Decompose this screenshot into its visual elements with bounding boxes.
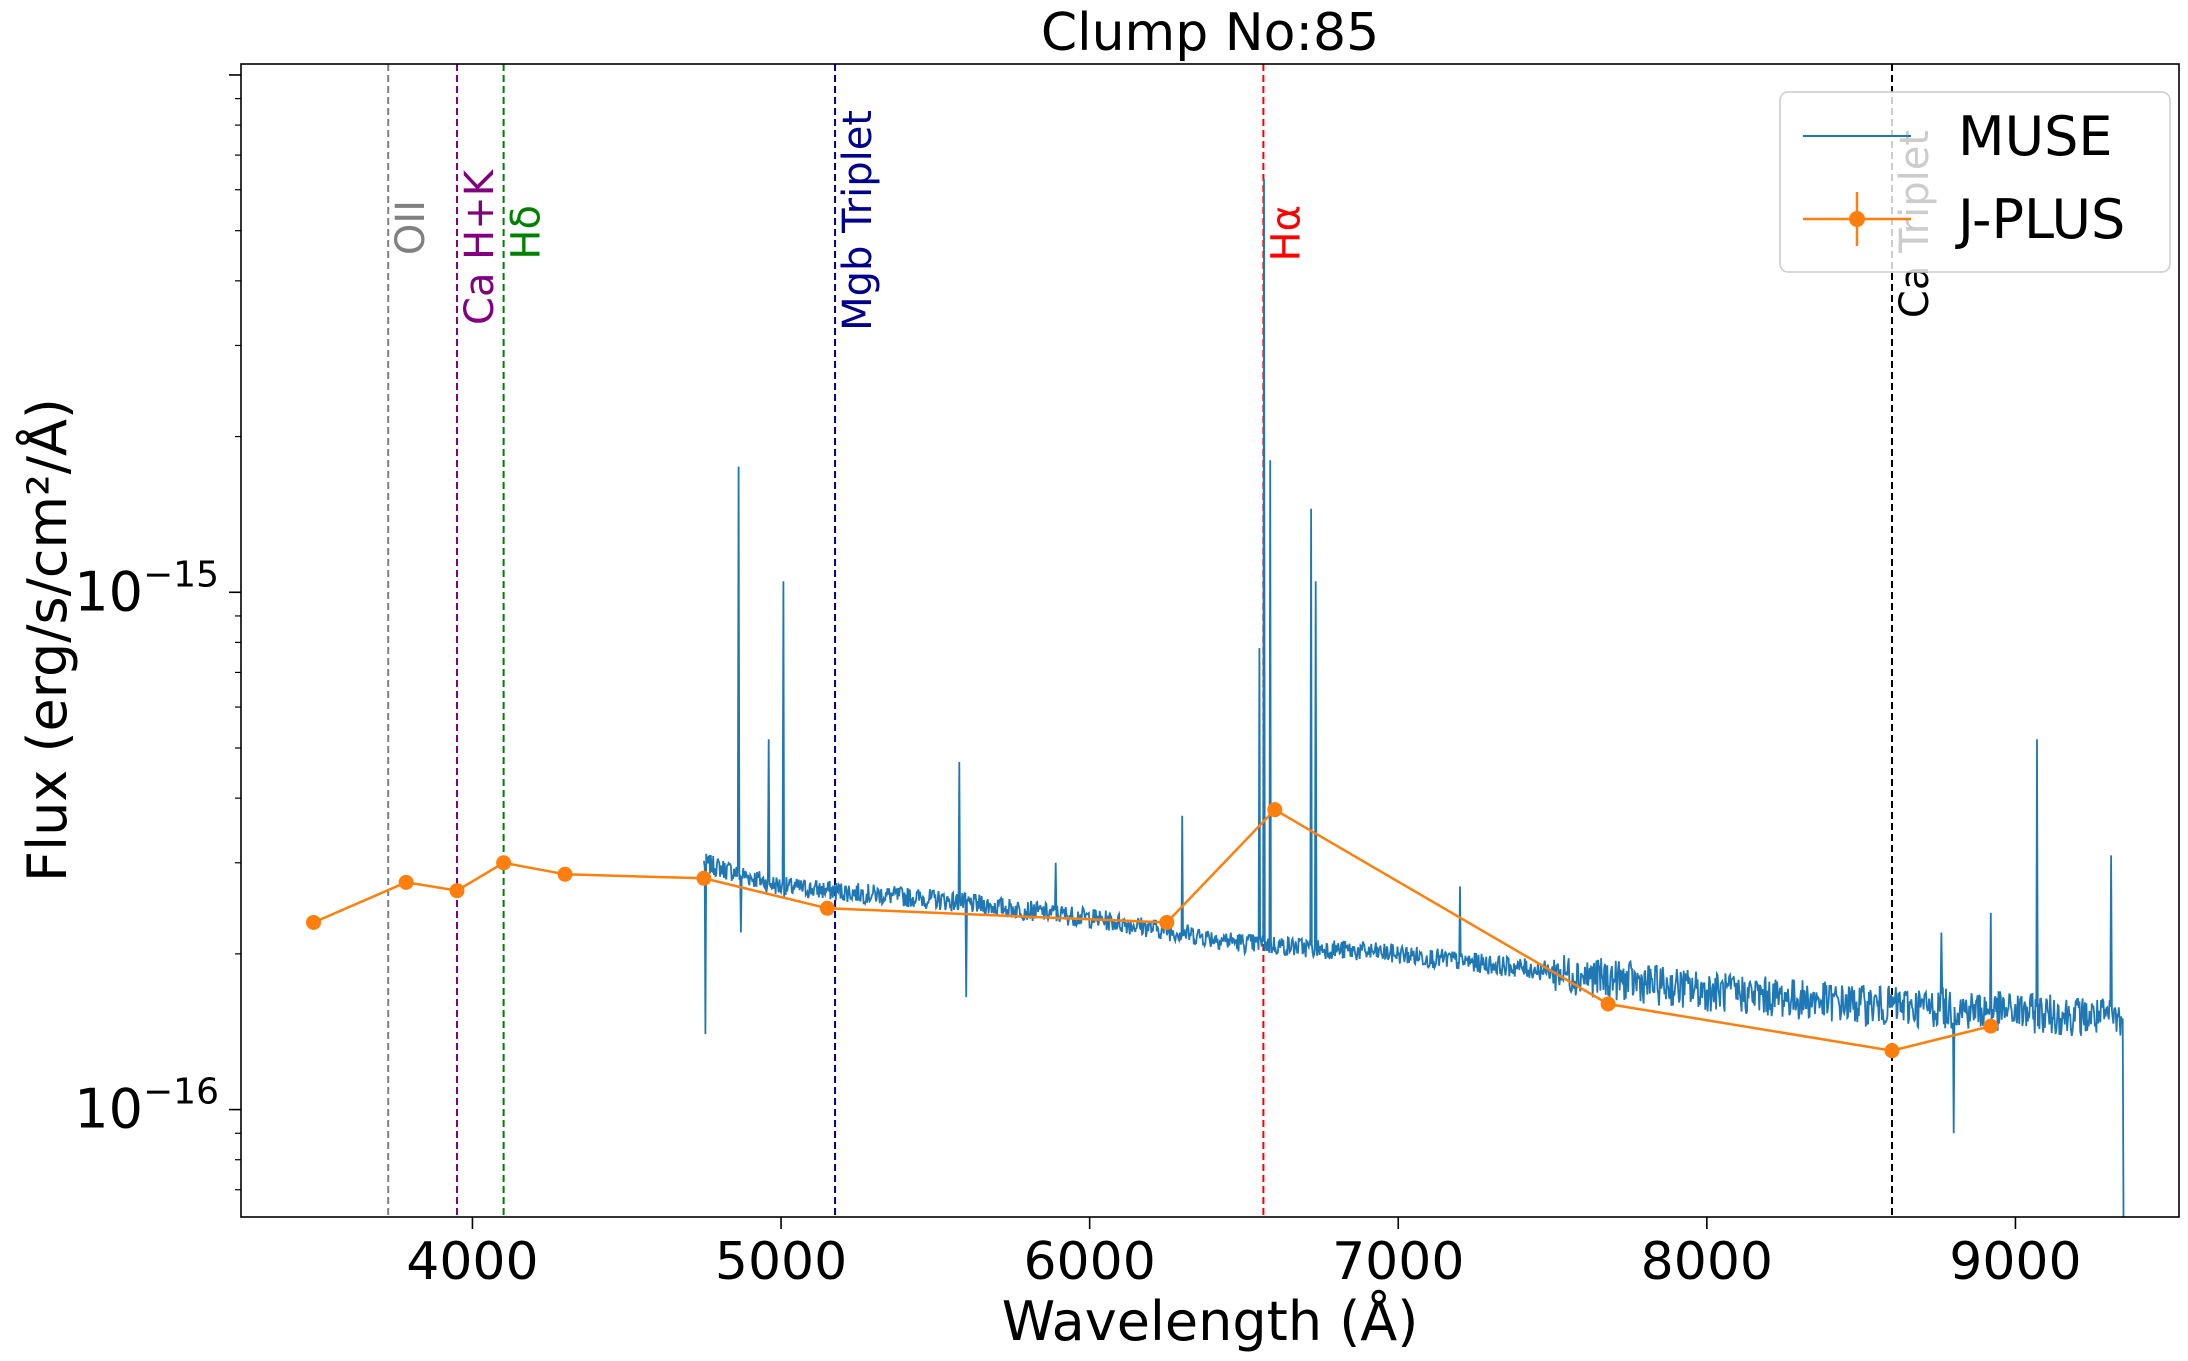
x-tick-label: 4000	[406, 1232, 538, 1292]
jplus-point	[1600, 996, 1616, 1012]
y-axis: 10−15 10−16	[74, 74, 241, 1191]
series-muse	[703, 178, 2125, 1217]
chart-title: Clump No:85	[1041, 3, 1379, 63]
series-layer	[306, 178, 2125, 1217]
legend-label-jplus: J-PLUS	[1955, 188, 2125, 251]
line-marker-label: Mgb Triplet	[835, 110, 881, 331]
line-marker-label: OII	[388, 200, 434, 255]
line-marker-label: Hδ	[504, 205, 550, 260]
x-axis: 4000 5000 6000 7000 8000 9000	[406, 1217, 2082, 1292]
y-tick-label: 10−15	[74, 554, 219, 623]
x-axis-label: Wavelength (Å)	[1002, 1289, 1419, 1353]
jplus-point	[398, 874, 414, 890]
legend: MUSE J-PLUS	[1779, 91, 2171, 273]
legend-label-muse: MUSE	[1958, 105, 2113, 168]
y-tick-label: 10−16	[74, 1072, 219, 1141]
jplus-point	[1267, 802, 1283, 818]
line-marker-label: Ca H+K	[457, 168, 503, 325]
x-tick-label: 9000	[1949, 1232, 2081, 1292]
legend-marker-jplus	[1849, 211, 1865, 227]
jplus-point	[557, 866, 573, 882]
series-jplus	[313, 808, 1992, 1052]
x-tick-label: 7000	[1332, 1232, 1464, 1292]
x-tick-label: 5000	[715, 1232, 847, 1292]
jplus-point	[819, 900, 835, 916]
jplus-point	[1884, 1043, 1900, 1059]
jplus-point	[306, 914, 322, 930]
x-tick-label: 8000	[1641, 1232, 1773, 1292]
line-marker-label: Hα	[1263, 205, 1309, 261]
x-tick-label: 6000	[1023, 1232, 1155, 1292]
jplus-point	[1983, 1018, 1999, 1034]
y-axis-label: Flux (erg/s/cm²/Å)	[15, 398, 79, 882]
jplus-point	[1159, 914, 1175, 930]
plot-frame	[240, 63, 2180, 1218]
jplus-point	[449, 883, 465, 899]
jplus-point	[496, 855, 512, 871]
jplus-point	[696, 870, 712, 886]
